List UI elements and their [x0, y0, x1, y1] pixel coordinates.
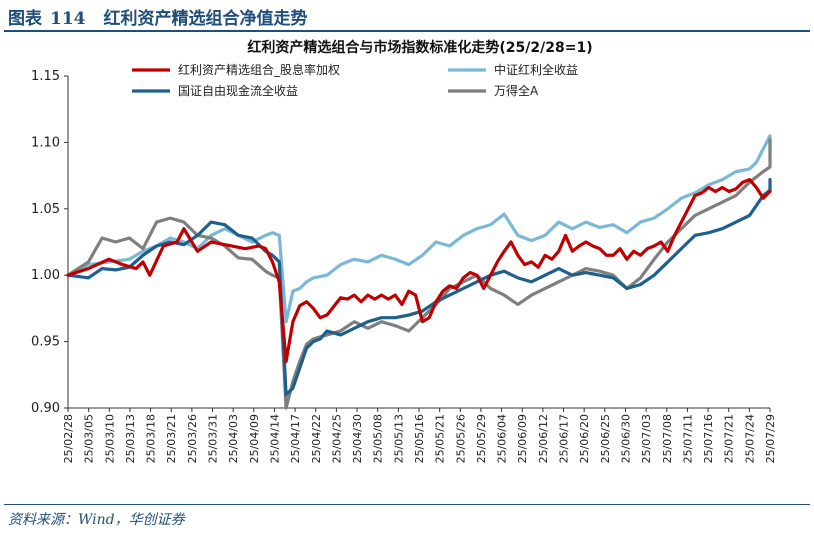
x-tick-label: 25/07/21 — [723, 414, 736, 463]
x-tick-label: 25/05/16 — [413, 414, 426, 463]
x-tick-label: 25/06/30 — [619, 414, 632, 463]
x-tick-label: 25/03/13 — [124, 414, 137, 463]
x-tick-label: 25/04/25 — [330, 414, 343, 463]
x-axis: 25/02/28 25/03/05 25/03/10 25/03/13 25/03/18… — [62, 407, 777, 463]
x-tick-label: 25/06/09 — [516, 414, 529, 463]
series-line — [66, 138, 772, 410]
figure-label: 图表 — [8, 9, 42, 29]
figure-title: 红利资产精选组合净值走势 — [103, 9, 308, 29]
x-tick-label: 25/03/31 — [207, 414, 220, 463]
y-tick-label: 1.15 — [31, 69, 60, 84]
legend-label: 红利资产精选组合_股息率加权 — [178, 62, 340, 77]
x-tick-label: 25/04/03 — [227, 414, 240, 463]
x-tick-label: 25/07/03 — [640, 414, 653, 463]
y-tick-label: 0.90 — [31, 401, 60, 416]
x-tick-label: 25/06/17 — [558, 414, 571, 463]
series-line — [66, 134, 772, 324]
legend-label: 国证自由现金流全收益 — [178, 83, 298, 98]
x-tick-label: 25/07/16 — [702, 414, 715, 463]
x-tick-label: 25/05/08 — [372, 414, 385, 463]
x-tick-label: 25/03/10 — [103, 414, 116, 463]
x-tick-label: 25/07/11 — [681, 414, 694, 463]
legend-label: 中证红利全收益 — [494, 62, 578, 77]
x-tick-label: 25/06/25 — [599, 414, 612, 463]
x-tick-label: 25/06/12 — [537, 414, 550, 463]
line-chart: 红利资产精选组合与市场指数标准化走势(25/2/28=1) 红利资产精选组合_股… — [31, 39, 777, 463]
x-tick-label: 25/06/04 — [496, 414, 509, 463]
x-tick-label: 25/03/05 — [83, 414, 96, 463]
x-tick-label: 25/05/26 — [454, 414, 467, 463]
y-tick-label: 1.05 — [31, 202, 60, 217]
x-tick-label: 25/04/14 — [268, 414, 281, 463]
x-tick-label: 25/04/09 — [248, 414, 261, 463]
source-note: 资料来源：Wind，华创证券 — [8, 512, 185, 528]
x-tick-label: 25/03/18 — [145, 414, 158, 463]
plot-lines — [66, 134, 772, 410]
x-tick-label: 25/04/22 — [310, 414, 323, 463]
x-tick-label: 25/07/24 — [743, 414, 756, 463]
figure-header: 图表 114 红利资产精选组合净值走势 — [8, 4, 808, 30]
x-tick-label: 25/05/29 — [475, 414, 488, 463]
y-tick-label: 1.10 — [31, 135, 60, 150]
x-tick-label: 25/07/29 — [764, 414, 777, 463]
x-tick-label: 25/05/21 — [434, 414, 447, 463]
x-tick-label: 25/07/08 — [661, 414, 674, 463]
series-line — [66, 177, 772, 364]
x-tick-label: 25/03/21 — [165, 414, 178, 463]
x-tick-label: 25/06/20 — [578, 414, 591, 463]
x-tick-label: 25/03/26 — [186, 414, 199, 463]
y-axis: 0.90 0.95 1.00 1.05 1.10 1.15 — [31, 69, 69, 416]
x-tick-label: 25/04/17 — [289, 414, 302, 463]
footer-rule — [4, 504, 810, 505]
y-tick-label: 0.95 — [31, 335, 60, 350]
chart-title: 红利资产精选组合与市场指数标准化走势(25/2/28=1) — [247, 39, 592, 56]
y-tick-label: 1.00 — [31, 268, 60, 283]
header-rule — [4, 30, 810, 32]
x-tick-label: 25/02/28 — [62, 414, 75, 463]
x-tick-label: 25/05/13 — [392, 414, 405, 463]
figure-number: 114 — [50, 9, 86, 29]
x-tick-label: 25/04/30 — [351, 414, 364, 463]
legend-label: 万得全A — [494, 83, 539, 98]
